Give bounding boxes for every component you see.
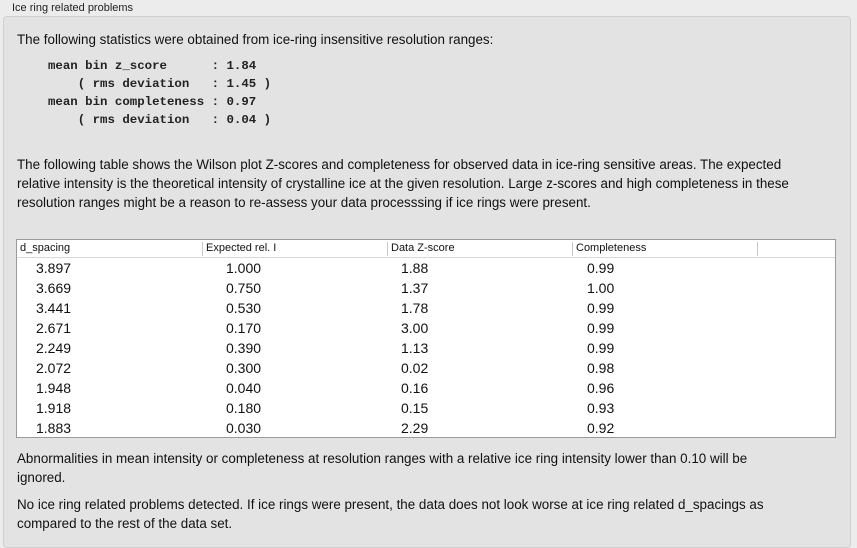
table-cell: 0.300 [226,360,262,376]
column-header-d-spacing[interactable]: d_spacing [17,242,203,256]
table-header: d_spacing Expected rel. I Data Z-score C… [17,240,835,258]
table-row[interactable]: 2.072 0.300 0.02 0.98 [17,358,835,378]
table-row[interactable]: 3.441 0.530 1.78 0.99 [17,298,835,318]
table-cell: 3.441 [36,300,72,316]
table-cell: 0.98 [587,360,615,376]
table-cell: 0.750 [226,280,262,296]
statistics-block: mean bin z_score : 1.84 ( rms deviation … [48,59,272,127]
table-cell: 1.37 [401,280,429,296]
table-row[interactable]: 1.918 0.180 0.15 0.93 [17,398,835,418]
table-cell: 1.78 [401,300,429,316]
table-cell: 0.390 [226,340,262,356]
table-cell: 1.000 [226,260,262,276]
table-cell: 3.00 [401,320,429,336]
table-cell: 1.00 [587,280,615,296]
table-cell: 0.99 [587,320,615,336]
table-cell: 0.530 [226,300,262,316]
table-cell: 2.671 [36,320,72,336]
table-cell: 0.99 [587,260,615,276]
table-cell: 1.13 [401,340,429,356]
table-row[interactable]: 1.883 0.030 2.29 0.92 [17,418,835,437]
table-cell: 2.072 [36,360,72,376]
table-cell: 2.29 [401,420,429,436]
ice-ring-table[interactable]: d_spacing Expected rel. I Data Z-score C… [16,239,836,438]
table-cell: 0.040 [226,380,262,396]
table-row[interactable]: 3.897 1.000 1.88 0.99 [17,258,835,278]
column-header-expected-rel-i[interactable]: Expected rel. I [203,242,388,256]
table-row[interactable]: 2.249 0.390 1.13 0.99 [17,338,835,358]
column-header-data-z-score[interactable]: Data Z-score [388,242,573,256]
table-row[interactable]: 1.948 0.040 0.16 0.96 [17,378,835,398]
table-row[interactable]: 3.669 0.750 1.37 1.00 [17,278,835,298]
table-cell: 0.030 [226,420,262,436]
conclusion-text: No ice ring related problems detected. I… [17,497,764,531]
table-cell: 1.883 [36,420,72,436]
table-cell: 0.93 [587,400,615,416]
table-cell: 1.948 [36,380,72,396]
table-cell: 0.02 [401,360,429,376]
table-cell: 0.15 [401,400,429,416]
table-row[interactable]: 2.671 0.170 3.00 0.99 [17,318,835,338]
table-cell: 0.180 [226,400,262,416]
table-cell: 0.170 [226,320,262,336]
table-body: 3.897 1.000 1.88 0.99 3.669 0.750 1.37 1.00 3.44… [17,258,835,437]
note-text: Abnormalities in mean intensity or compl… [17,451,748,485]
table-cell: 2.249 [36,340,72,356]
table-cell: 1.918 [36,400,72,416]
table-cell: 3.897 [36,260,72,276]
table-cell: 0.99 [587,340,615,356]
column-header-completeness[interactable]: Completeness [573,242,758,256]
table-cell: 0.99 [587,300,615,316]
intro-text: The following statistics were obtained f… [17,32,494,47]
group-title: Ice ring related problems [12,2,134,14]
table-cell: 0.16 [401,380,429,396]
table-cell: 1.88 [401,260,429,276]
table-cell: 0.92 [587,420,615,436]
description-text: The following table shows the Wilson plo… [17,157,789,210]
table-cell: 3.669 [36,280,72,296]
table-cell: 0.96 [587,380,615,396]
